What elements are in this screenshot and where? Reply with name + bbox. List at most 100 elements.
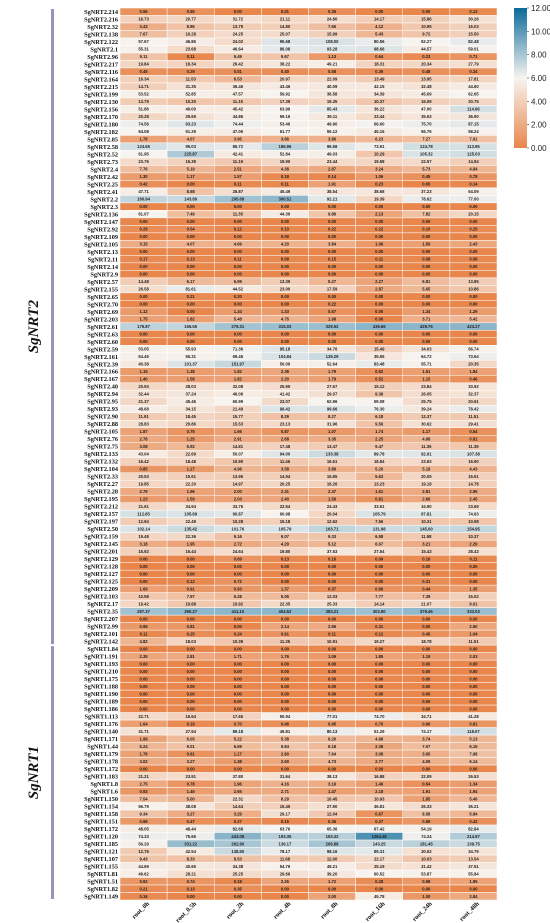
cell-value: 9.56: [375, 422, 384, 427]
row-label: SgNRT1.107: [84, 856, 118, 863]
cell-value: 80.56: [374, 39, 385, 44]
cell-value: 0.00: [328, 332, 337, 337]
cell-value: 0.00: [375, 219, 384, 224]
cell-value: 19.35: [327, 99, 338, 104]
cell-value: 65.36: [327, 826, 338, 831]
cell-value: 34.76: [327, 347, 338, 352]
row-label: SgNRT2.132: [84, 459, 118, 466]
cell-value: 31.42: [421, 864, 432, 869]
cell-value: 12.76: [138, 849, 149, 854]
cell-value: 0.00: [422, 616, 431, 621]
cell-value: 443.08: [231, 834, 244, 839]
cell-value: 0.00: [234, 332, 243, 337]
cell-value: 0.00: [328, 699, 337, 704]
cell-value: 2.40: [281, 496, 290, 501]
row-label: SgNRT2.63: [87, 331, 118, 338]
cell-value: 22.69: [185, 452, 196, 457]
cell-value: 145.00: [420, 526, 433, 531]
row-label: SgNRT1.178: [84, 759, 118, 766]
cell-value: 131.98: [373, 526, 386, 531]
cell-value: 2.50: [469, 624, 478, 629]
cell-value: 11.15: [233, 99, 244, 104]
cell-value: 22.20: [185, 481, 196, 486]
row-label: SgNRT2.61: [87, 324, 118, 331]
cell-value: 154.95: [467, 526, 480, 531]
cell-value: 0.00: [328, 886, 337, 891]
cell-value: 266.88: [326, 841, 339, 846]
cell-value: 0.00: [234, 616, 243, 621]
cell-value: 15.43: [421, 549, 432, 554]
cell-value: 383.21: [326, 609, 339, 614]
cell-value: 0.00: [187, 264, 196, 269]
cell-value: 96.58: [327, 144, 338, 149]
cell-value: 9.89: [328, 212, 337, 217]
cell-value: 0.15: [328, 257, 337, 262]
cell-value: 0.00: [139, 766, 148, 771]
cell-value: 0.00: [422, 676, 431, 681]
cell-value: 78.17: [280, 849, 291, 854]
cell-value: 18.84: [374, 459, 385, 464]
cell-value: 2.78: [139, 437, 148, 442]
colorbar-tick-label: 4.00: [531, 97, 547, 106]
row-label: SgNRT2.90: [87, 414, 118, 421]
cell-value: 14.81: [233, 444, 244, 449]
cell-value: 14.94: [468, 159, 479, 164]
row-label: SgNRT1.44: [87, 744, 119, 751]
cell-value: 0.00: [328, 264, 337, 269]
cell-value: 37.23: [421, 189, 432, 194]
cell-value: 0.00: [281, 669, 290, 674]
row-label: SgNRT2.201: [84, 549, 118, 556]
cell-value: 14.71: [138, 84, 149, 89]
row-label: SgNRT2.3: [90, 204, 118, 211]
cell-value: 34.71: [421, 714, 432, 719]
cell-value: 1.82: [234, 369, 243, 374]
cell-value: 2.18: [375, 789, 384, 794]
cell-value: 0.00: [328, 234, 337, 239]
cell-value: 1.34: [469, 781, 478, 786]
cell-value: 0.00: [469, 571, 478, 576]
cell-value: 13.95: [233, 474, 244, 479]
cell-value: 36.90: [468, 114, 479, 119]
cell-value: 0.00: [234, 204, 243, 209]
cell-value: 95.68: [280, 39, 291, 44]
cell-value: 76.30: [374, 407, 385, 412]
cell-value: 0.00: [469, 339, 478, 344]
cell-value: 0.00: [375, 571, 384, 576]
cell-value: 2.37: [328, 489, 337, 494]
row-label: SgNRT2.95: [87, 399, 118, 406]
cell-value: 51.86: [138, 107, 149, 112]
cell-value: 7.77: [375, 594, 384, 599]
cell-value: 0.00: [234, 676, 243, 681]
cell-value: 0.93: [139, 789, 148, 794]
cell-value: 0.78: [469, 174, 478, 179]
cell-value: 1.23: [139, 496, 148, 501]
cell-value: 0.37: [328, 586, 337, 591]
cell-value: 36.81: [374, 804, 385, 809]
cell-value: 2.71: [281, 789, 290, 794]
cell-value: 99.66: [327, 407, 338, 412]
cell-value: 82.84: [468, 826, 479, 831]
cell-value: 11.35: [280, 639, 291, 644]
cell-value: 0.11: [328, 631, 337, 636]
cell-value: 0.00: [469, 766, 478, 771]
row-label: SgNRT2.164: [84, 76, 119, 83]
cell-value: 19.58: [374, 159, 385, 164]
cell-value: 0.12: [187, 579, 196, 584]
cell-value: 0.00: [187, 661, 196, 666]
cell-value: 0.45: [422, 174, 431, 179]
cell-value: 14.78: [468, 481, 479, 486]
cell-value: 82.68: [233, 826, 244, 831]
cell-value: 0.00: [422, 234, 431, 239]
row-label: SgNRT2.109: [84, 234, 118, 241]
cell-value: 0.66: [375, 586, 384, 591]
cell-value: 6.81: [422, 279, 431, 284]
column-label: root_16h: [364, 900, 387, 923]
cell-value: 22.54: [280, 504, 291, 509]
cell-value: 24.02: [233, 39, 244, 44]
cell-value: 31.64: [280, 774, 291, 779]
cell-value: 6.28: [234, 594, 243, 599]
cell-value: 0.81: [469, 721, 478, 726]
cell-value: 0.72: [234, 579, 243, 584]
row-label: SgNRT2.129: [84, 556, 118, 563]
cell-value: 46.64: [233, 47, 244, 52]
